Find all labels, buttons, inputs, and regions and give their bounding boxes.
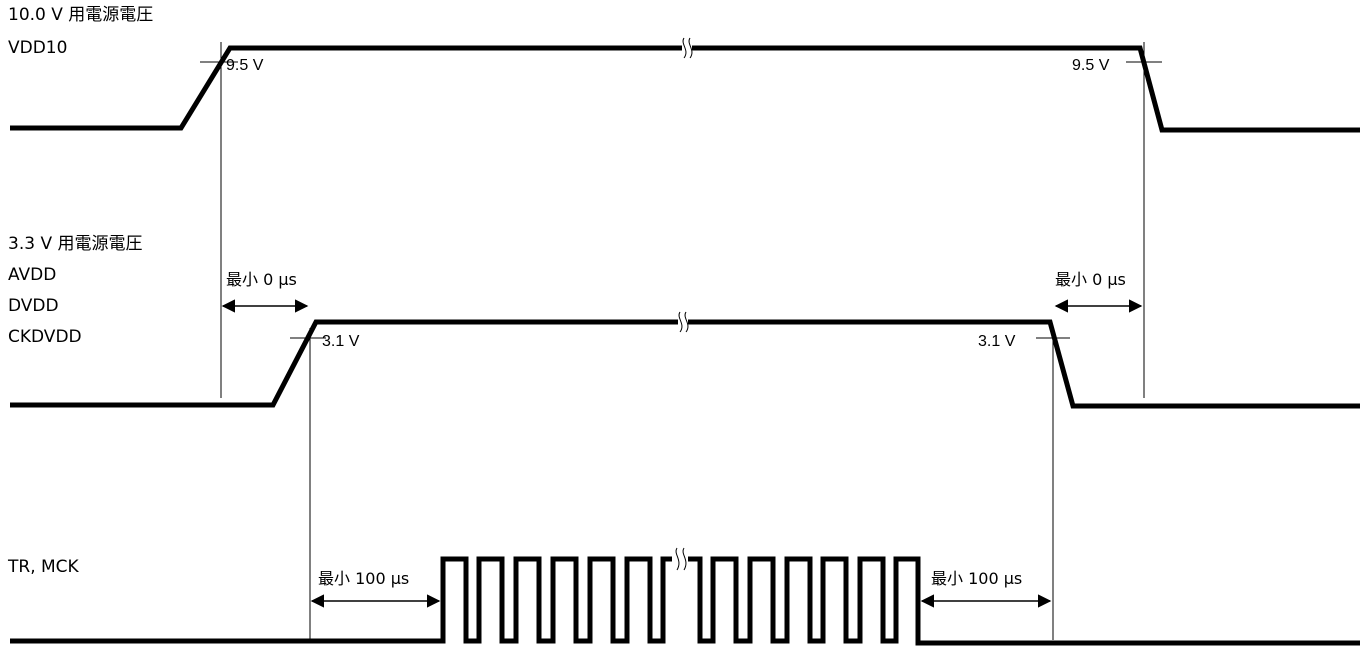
vdd33-waveform	[10, 319, 1360, 409]
rise-delay-label: 最小 0 μs	[226, 270, 297, 289]
vdd10-label-line1: 10.0 V 用電源電圧	[8, 5, 153, 25]
vdd10-rise-threshold-label: 9.5 V	[226, 57, 264, 74]
vdd33-rise-threshold-label: 3.1 V	[322, 333, 360, 350]
vdd33-label-line2: AVDD	[8, 265, 56, 285]
clock-stop-delay-label: 最小 100 μs	[931, 569, 1022, 588]
vdd10-label-line2: VDD10	[8, 38, 67, 58]
vdd33-fall-threshold-label: 3.1 V	[978, 333, 1016, 350]
clock-start-delay-label: 最小 100 μs	[318, 569, 409, 588]
tr-mck-break-mark	[672, 546, 688, 572]
vdd33-label-line3: DVDD	[8, 296, 59, 316]
vdd33-label-line4: CKDVDD	[8, 327, 82, 347]
vdd10-break-mark	[682, 36, 693, 60]
vdd33-break-mark	[678, 310, 689, 334]
vdd10-waveform	[10, 45, 1360, 133]
vdd10-fall-threshold-label: 9.5 V	[1072, 57, 1110, 74]
vdd33-label-line1: 3.3 V 用電源電圧	[8, 234, 142, 254]
fall-delay-label: 最小 0 μs	[1055, 270, 1126, 289]
tr-mck-label: TR, MCK	[7, 557, 80, 577]
